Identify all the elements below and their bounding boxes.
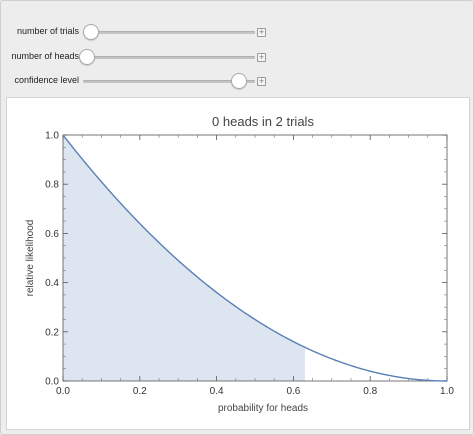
trials-slider[interactable] [83, 31, 255, 34]
likelihood-curve [62, 134, 448, 382]
x-axis-label: probability for heads [218, 403, 308, 414]
confidence-slider-thumb[interactable] [230, 73, 247, 89]
chart-title: 0 heads in 2 trials [212, 114, 314, 129]
likelihood-chart: 0 heads in 2 trials probability for head… [25, 114, 454, 414]
y-tick-label: 0.6 [45, 229, 59, 240]
trials-slider-thumb[interactable] [82, 24, 99, 40]
confidence-label: confidence level [14, 75, 79, 85]
x-tick-label: 0.0 [56, 386, 70, 397]
heads-expand-icon[interactable]: + [257, 53, 266, 62]
trials-expand-icon[interactable]: + [257, 28, 266, 37]
heads-slider-thumb[interactable] [79, 49, 96, 65]
heads-control: number of heads + [1, 49, 474, 67]
x-tick-label: 1.0 [440, 386, 454, 397]
confidence-control: confidence level + [1, 73, 474, 91]
confidence-region [63, 135, 305, 381]
y-tick-label: 1.0 [45, 131, 59, 142]
x-tick-label: 0.4 [210, 386, 224, 397]
y-tick-label: 0.0 [45, 377, 59, 388]
y-tick-label: 0.4 [45, 278, 59, 289]
y-tick-label: 0.8 [45, 180, 59, 191]
x-tick-label: 0.2 [133, 386, 147, 397]
heads-slider[interactable] [83, 56, 255, 59]
plot-area: 0 heads in 2 trials probability for head… [6, 97, 470, 430]
x-tick-label: 0.8 [363, 386, 377, 397]
y-tick-label: 0.2 [45, 327, 59, 338]
confidence-expand-icon[interactable]: + [257, 77, 266, 86]
trials-label: number of trials [16, 26, 79, 36]
x-tick-label: 0.6 [286, 386, 300, 397]
trials-control: number of trials + [1, 24, 474, 42]
confidence-slider[interactable] [83, 80, 255, 83]
heads-label: number of heads [11, 51, 79, 61]
y-axis-label: relative likelihood [25, 220, 36, 297]
